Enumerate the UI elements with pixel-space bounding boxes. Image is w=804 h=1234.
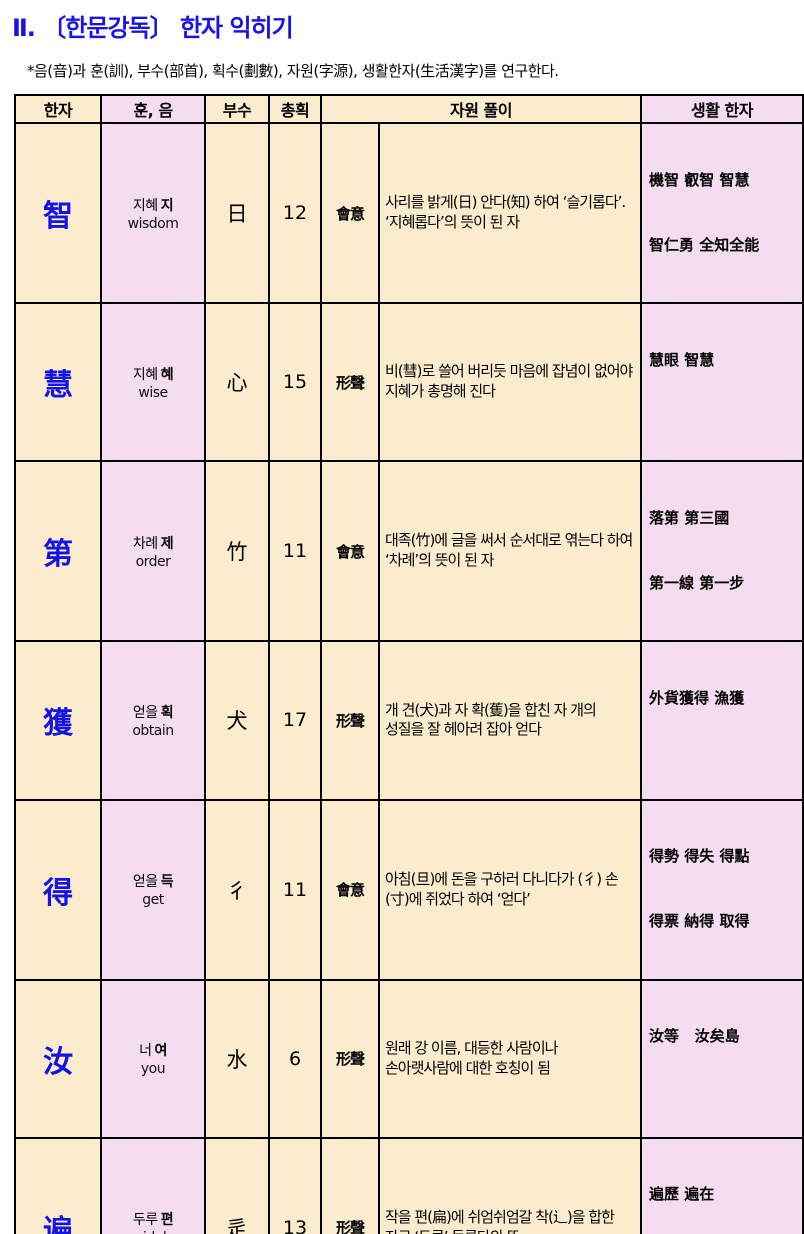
- table-row: 獲 얻을 획 obtain 犬 17 形聲 개 견(犬)과 자 확(蒦)을 합친 …: [14, 640, 804, 801]
- reading-text: 혜: [160, 366, 174, 383]
- hanja-character: 遍: [14, 1136, 102, 1234]
- page-subtitle: *음(音)과 훈(訓), 부수(部首), 획수(劃數), 자원(字源), 생활한…: [27, 62, 559, 80]
- header-etymology: 자원 풀이: [319, 94, 643, 124]
- daily-hanja-cell: 機智 叡智 智慧 智仁勇 全知全能: [640, 122, 804, 304]
- daily-hanja-line: 慧眼 智慧: [649, 350, 715, 369]
- reading-text: 제: [160, 535, 174, 552]
- stroke-count: 13: [268, 1136, 322, 1234]
- english-gloss: widely: [103, 1230, 203, 1234]
- daily-hanja-line: 遍歷 遍在: [649, 1185, 715, 1204]
- stroke-count: 15: [268, 301, 322, 463]
- hun-eum-cell: 차례 제 order: [100, 460, 206, 643]
- table-row: 慧 지혜 혜 wise 心 15 形聲 비(彗)로 쓸어 버리듯 마음에 잡념이 …: [14, 301, 804, 463]
- header-radical: 부수: [204, 94, 270, 124]
- header-hun-eum: 훈, 음: [100, 94, 206, 124]
- table-row: 得 얻을 득 get 彳 11 會意 아침(旦)에 돈을 구하러 다니다가 (彳)…: [14, 798, 804, 981]
- meaning-text: 얻을: [132, 874, 158, 890]
- daily-hanja-line: 外貨獲得 漁獲: [649, 688, 745, 707]
- stroke-count: 11: [268, 460, 322, 643]
- reading-text: 획: [160, 704, 174, 721]
- radical-character: 辵: [204, 1136, 270, 1234]
- daily-hanja-line: 智仁勇 全知全能: [649, 235, 760, 254]
- english-gloss: order: [135, 553, 171, 570]
- reading-text: 편: [160, 1212, 174, 1229]
- stroke-count: 17: [268, 640, 322, 801]
- hanja-character: 智: [14, 122, 102, 304]
- daily-hanja-line: 汝等 汝矣島: [649, 1027, 740, 1045]
- meaning-text: 얻을: [132, 704, 158, 721]
- english-gloss: get: [142, 892, 164, 908]
- formation-type: 形聲: [320, 301, 380, 463]
- stroke-count: 11: [268, 798, 322, 981]
- daily-hanja-line: 機智 叡智 智慧: [649, 170, 750, 189]
- stroke-count: 6: [268, 978, 322, 1139]
- table-row: 智 지혜 지 wisdom 日 12 會意 사리를 밝게(日) 안다(知) 하여 …: [14, 122, 804, 304]
- daily-hanja-cell: 外貨獲得 漁獲: [640, 640, 804, 801]
- header-hanja: 한자: [14, 94, 102, 124]
- english-gloss: you: [140, 1061, 166, 1078]
- etymology-text: 사리를 밝게(日) 안다(知) 하여 ‘슬기롭다’. ‘지혜롭다’의 뜻이 된 …: [377, 122, 643, 304]
- etymology-text: 개 견(犬)과 자 확(蒦)을 합친 자 개의 성질을 잘 헤아려 잡아 얻다: [377, 640, 643, 801]
- daily-hanja-cell: 汝等 汝矣島: [640, 978, 804, 1139]
- hanja-character: 第: [14, 460, 102, 643]
- reading-text: 여: [154, 1043, 168, 1060]
- formation-type: 會意: [320, 460, 380, 643]
- etymology-text: 아침(旦)에 돈을 구하러 다니다가 (彳) 손(寸)에 쥐었다 하여 ‘얻다’: [377, 798, 643, 981]
- stroke-count: 12: [268, 122, 322, 304]
- meaning-text: 지혜: [132, 197, 158, 214]
- reading-text: 득: [160, 874, 174, 890]
- daily-hanja-line: 得票 納得 取得: [649, 912, 750, 931]
- table-row: 第 차례 제 order 竹 11 會意 대족(竹)에 글을 써서 순서대로 엮는…: [14, 460, 804, 643]
- daily-hanja-cell: 落第 第三國 第一線 第一步: [640, 460, 804, 643]
- radical-character: 日: [204, 122, 270, 304]
- daily-hanja-line: 第一線 第一步: [649, 574, 745, 592]
- radical-character: 水: [204, 978, 270, 1139]
- meaning-text: 두루: [132, 1212, 158, 1229]
- etymology-text: 대족(竹)에 글을 써서 순서대로 엮는다 하여 ‘차례’의 뜻이 된 자: [377, 460, 643, 643]
- hanja-study-table: 한자 훈, 음 부수 총획 자원 풀이 생활 한자 智 지혜 지 wisdom 日…: [14, 94, 804, 1234]
- meaning-text: 너: [139, 1043, 152, 1060]
- daily-hanja-line: 得勢 得失 得點: [649, 847, 750, 865]
- formation-type: 形聲: [320, 1136, 380, 1234]
- formation-type: 會意: [320, 798, 380, 981]
- etymology-text: 작을 편(扁)에 쉬엄쉬엄갈 착(辶)을 합한 자로 ‘두루’ 들른다의 뜻: [377, 1136, 643, 1234]
- hun-eum-cell: 지혜 혜 wise: [100, 301, 206, 463]
- daily-hanja-cell: 遍歷 遍在 普遍妥當: [640, 1136, 804, 1234]
- english-gloss: wisdom: [127, 215, 179, 232]
- daily-hanja-line: 落第 第三國: [649, 508, 730, 527]
- hanja-character: 汝: [14, 978, 102, 1139]
- formation-type: 形聲: [320, 640, 380, 801]
- radical-character: 心: [204, 301, 270, 463]
- etymology-text: 원래 강 이름, 대등한 사람이나 손아랫사람에 대한 호칭이 됨: [377, 978, 643, 1139]
- hun-eum-cell: 얻을 득 get: [100, 798, 206, 981]
- daily-hanja-cell: 得勢 得失 得點 得票 納得 取得: [640, 798, 804, 981]
- etymology-text: 비(彗)로 쓸어 버리듯 마음에 잡념이 없어야 지혜가 총명해 진다: [377, 301, 643, 463]
- radical-character: 犬: [204, 640, 270, 801]
- hun-eum-cell: 두루편 widely: [100, 1136, 206, 1234]
- hun-eum-cell: 얻을 획 obtain: [100, 640, 206, 801]
- radical-character: 彳: [204, 798, 270, 981]
- meaning-text: 차례: [132, 535, 158, 552]
- hanja-character: 得: [14, 798, 102, 981]
- english-gloss: obtain: [132, 722, 174, 739]
- reading-text: 지: [160, 197, 174, 214]
- header-strokes: 총획: [268, 94, 322, 124]
- formation-type: 形聲: [320, 978, 380, 1139]
- daily-hanja-cell: 慧眼 智慧: [640, 301, 804, 463]
- hanja-character: 獲: [14, 640, 102, 801]
- page-title: Ⅱ. 〔한문강독〕 한자 익히기: [12, 14, 294, 42]
- formation-type: 會意: [320, 122, 380, 304]
- english-gloss: wise: [138, 384, 168, 401]
- meaning-text: 지혜: [132, 366, 158, 383]
- radical-character: 竹: [204, 460, 270, 643]
- header-row: 한자 훈, 음 부수 총획 자원 풀이 생활 한자: [14, 94, 804, 124]
- table-row: 遍 두루편 widely 辵 13 形聲 작을 편(扁)에 쉬엄쉬엄갈 착(辶)…: [14, 1136, 804, 1234]
- hun-eum-cell: 지혜 지 wisdom: [100, 122, 206, 304]
- hanja-character: 慧: [14, 301, 102, 463]
- header-daily: 생활 한자: [640, 94, 804, 124]
